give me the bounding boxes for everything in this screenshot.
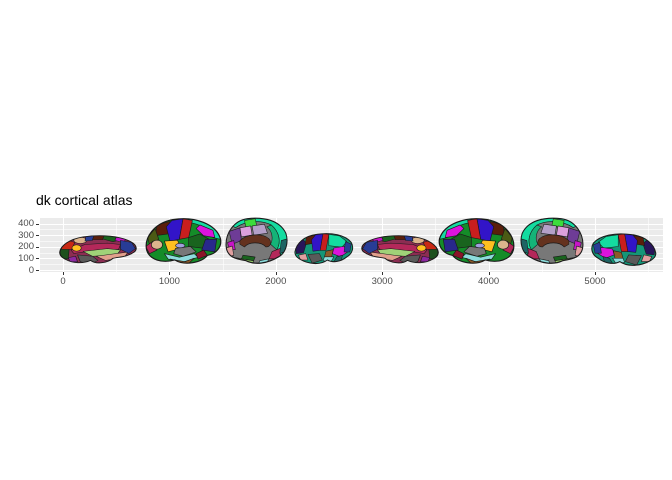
brain-region: [625, 254, 642, 266]
brain-8: [591, 233, 657, 266]
y-axis-tick-300: [36, 235, 39, 237]
y-axis-tick-400: [36, 223, 39, 225]
grid-major-y-0: [40, 270, 663, 271]
brain-region: [151, 239, 163, 250]
brain-1: [59, 235, 137, 264]
brain-region: [597, 234, 619, 249]
grid-minor-y: [40, 241, 663, 242]
chart-title: dk cortical atlas: [36, 192, 133, 208]
grid-major-y-100: [40, 258, 663, 260]
y-axis-tick-0: [36, 270, 39, 271]
brain-region: [420, 256, 431, 263]
brain-region: [463, 246, 487, 257]
x-axis-tick-4000: [488, 272, 490, 275]
brain-region: [537, 234, 570, 248]
grid-minor-x: [222, 218, 224, 272]
x-axis-tick-1000: [169, 272, 171, 275]
brain-region: [307, 253, 323, 264]
x-axis-tick-0: [63, 272, 64, 275]
brain-6: [438, 218, 515, 264]
brain-7: [520, 217, 584, 264]
x-tick-label-4000: 4000: [478, 276, 500, 287]
grid-minor-y: [40, 229, 663, 231]
brain-region: [239, 234, 271, 248]
brain-region: [377, 242, 428, 254]
y-tick-label-400: 400: [18, 218, 34, 230]
brain-region: [641, 254, 653, 262]
brain-region: [328, 234, 348, 248]
brain-3: [225, 217, 288, 264]
x-axis-tick-2000: [275, 272, 277, 275]
brain-region: [416, 244, 427, 252]
brain-region: [95, 251, 129, 261]
x-axis-tick-3000: [382, 272, 384, 275]
y-tick-label-200: 200: [18, 241, 34, 253]
brain-2: [145, 218, 222, 264]
grid-minor-y: [40, 264, 663, 266]
brain-region: [343, 241, 352, 253]
brain-region: [251, 223, 268, 236]
brain-region: [593, 241, 602, 254]
brain-region: [444, 224, 465, 238]
y-tick-label-300: 300: [18, 229, 34, 241]
brain-region: [175, 243, 186, 249]
brain-region: [120, 240, 136, 254]
brain-region: [362, 240, 378, 254]
y-tick-label-0: 0: [28, 264, 34, 276]
x-tick-label-0: 0: [60, 276, 66, 287]
x-tick-label-1000: 1000: [158, 276, 180, 287]
brain-region: [195, 224, 216, 238]
x-axis-tick-5000: [595, 272, 596, 275]
brain-region: [319, 233, 330, 251]
brain-region: [369, 251, 403, 261]
y-tick-label-100: 100: [18, 252, 34, 264]
brain-region: [241, 254, 256, 262]
brain-region: [298, 253, 309, 261]
brain-4: [294, 233, 354, 265]
x-tick-label-3000: 3000: [371, 276, 393, 287]
y-axis-tick-100: [36, 258, 39, 260]
brain-region: [474, 243, 485, 249]
brain-region: [173, 246, 197, 257]
y-axis-tick-200: [36, 246, 39, 248]
brain-region: [617, 233, 629, 252]
brain-region: [497, 239, 509, 250]
brain-region: [67, 256, 78, 263]
grid-major-y-300: [40, 235, 663, 237]
brain-5: [361, 235, 439, 264]
x-tick-label-2000: 2000: [265, 276, 287, 287]
brain-region: [70, 242, 121, 254]
brain-region: [540, 223, 557, 236]
grid-minor-x: [435, 218, 437, 272]
grid-major-y-400: [40, 223, 663, 225]
brain-region: [71, 244, 82, 252]
brain-region: [553, 254, 568, 262]
x-tick-label-5000: 5000: [584, 276, 606, 287]
